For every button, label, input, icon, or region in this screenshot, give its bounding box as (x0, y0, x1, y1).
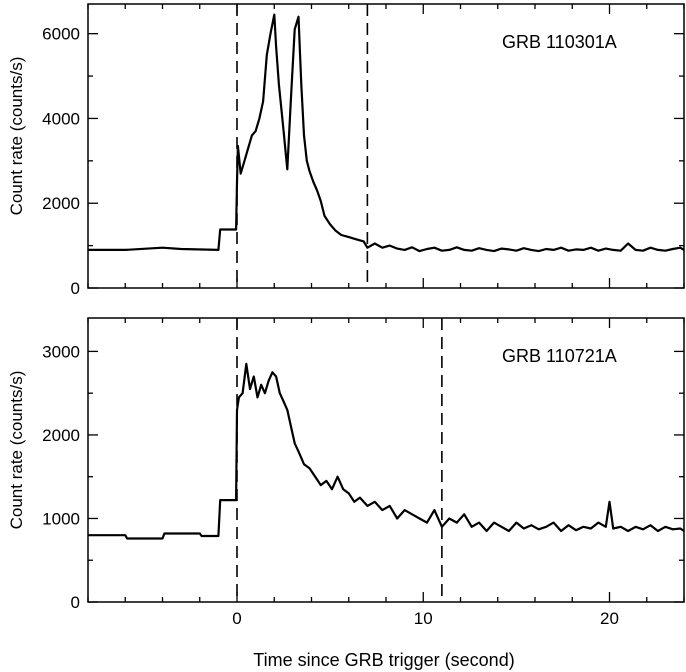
y-tick-label: 0 (71, 279, 80, 298)
top-panel-trigger-lines (236, 4, 369, 288)
x-tick-label: 10 (414, 609, 433, 628)
y-tick-label: 6000 (42, 25, 80, 44)
top-panel-light-curve (88, 13, 685, 253)
x-tick-label: 0 (232, 609, 241, 628)
bottom-panel-ticks: 0 10 20 0 1000 2000 3000 (42, 318, 685, 628)
y-tick-label: 0 (71, 593, 80, 612)
top-panel-annotation: GRB 110301A (502, 32, 617, 52)
x-axis-label: Time since GRB trigger (second) (253, 650, 514, 670)
top-panel: 0 2000 4000 6000 GRB 110301A Count rate (co… (7, 3, 685, 298)
y-tick-label: 1000 (42, 509, 80, 528)
y-tick-label: 4000 (42, 109, 80, 128)
x-tick-label: 20 (600, 609, 619, 628)
y-tick-label: 3000 (42, 342, 80, 361)
bottom-panel-y-axis-label: Count rate (counts/s) (7, 371, 26, 530)
bottom-panel-trigger-lines (236, 318, 443, 602)
bottom-panel-annotation: GRB 110721A (502, 346, 617, 366)
y-tick-label: 2000 (42, 426, 80, 445)
bottom-panel: 0 10 20 0 1000 2000 3000 GRB 110721A Count rat… (7, 317, 685, 628)
y-tick-label: 2000 (42, 194, 80, 213)
top-panel-y-axis-label: Count rate (counts/s) (7, 57, 26, 216)
bottom-panel-light-curve (88, 362, 685, 540)
